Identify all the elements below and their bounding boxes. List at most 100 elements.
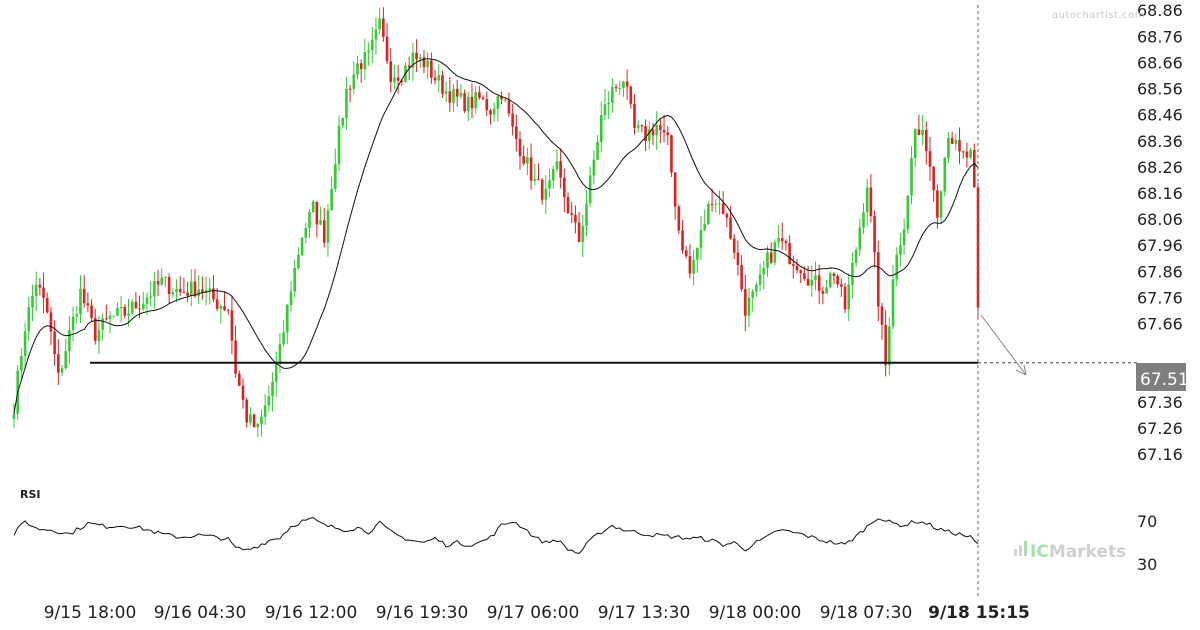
candle-body: [193, 281, 197, 297]
candle-body: [470, 96, 474, 109]
candle-body: [526, 157, 529, 164]
rsi-label: RSI: [20, 488, 41, 501]
current-price-label: 67.51: [1140, 370, 1189, 390]
candle-body: [201, 289, 204, 293]
candle-body: [260, 416, 263, 424]
candle-body: [138, 308, 141, 310]
y-tick-label: 67.96: [1137, 236, 1183, 255]
candle-body: [947, 137, 950, 159]
candle-body: [681, 230, 684, 251]
candle-body: [603, 104, 607, 116]
candle-body: [411, 52, 415, 68]
candle-body: [267, 396, 271, 406]
candle-body: [843, 286, 847, 310]
x-tick-label: 9/18 07:30: [820, 603, 913, 623]
candle-body: [784, 241, 788, 244]
y-tick-label: 68.86: [1137, 1, 1183, 20]
candle-body: [326, 210, 330, 243]
candle-body: [888, 326, 891, 366]
y-tick-label: 68.06: [1137, 210, 1183, 229]
candle-body: [27, 307, 31, 332]
candle-body: [352, 74, 356, 89]
candle-body: [662, 130, 666, 133]
candle-body: [891, 279, 895, 327]
candle-body: [156, 281, 160, 285]
price-tag: 67.51: [1136, 363, 1189, 391]
candle-body: [234, 340, 237, 374]
candle-body: [555, 161, 559, 170]
candle-body: [703, 224, 706, 231]
candle-body: [53, 331, 56, 355]
candle-body: [304, 228, 308, 238]
candle-body: [718, 203, 721, 205]
y-tick-label: 67.26: [1137, 419, 1183, 438]
candle-body: [928, 151, 932, 167]
candle-body: [707, 204, 710, 225]
candle-body: [308, 211, 311, 229]
candle-body: [695, 247, 699, 260]
candle-body: [780, 238, 784, 242]
candle-body: [359, 63, 363, 70]
rsi-axis: 70 30: [1137, 512, 1157, 574]
candle-body: [647, 129, 651, 142]
candle-body: [49, 312, 53, 332]
candle-body: [463, 93, 466, 112]
candle-body: [762, 268, 766, 275]
candle-body: [577, 222, 581, 242]
candle-body: [90, 305, 93, 318]
candle-body: [75, 314, 79, 317]
candle-body: [500, 96, 503, 100]
candle-body: [899, 245, 902, 255]
candle-body: [699, 230, 703, 248]
candle-body: [961, 151, 965, 153]
candle-body: [20, 356, 23, 371]
candle-body: [393, 77, 396, 82]
y-tick-label: 68.76: [1137, 27, 1183, 46]
candle-body: [862, 212, 865, 228]
candle-body: [692, 259, 695, 274]
candle-body: [611, 87, 614, 103]
candle-body: [378, 18, 381, 30]
candle-body: [226, 310, 230, 312]
candle-body: [164, 276, 167, 278]
x-tick-label: 9/16 04:30: [154, 603, 247, 623]
x-tick-label: 9/18 00:00: [709, 603, 802, 623]
candle-body: [315, 201, 319, 225]
candle-body: [134, 301, 138, 309]
candle-body: [116, 308, 119, 316]
candle-body: [256, 423, 260, 428]
candle-body: [566, 197, 570, 214]
candle-body: [23, 331, 27, 357]
candle-body: [330, 188, 333, 211]
candle-body: [97, 329, 101, 341]
candle-body: [12, 413, 16, 419]
candle-body: [614, 87, 618, 89]
candle-body: [430, 60, 433, 78]
candle-body: [736, 252, 740, 265]
candle-body: [965, 151, 969, 158]
candle-body: [141, 303, 145, 310]
candle-body: [503, 99, 507, 101]
candle-body: [522, 156, 526, 164]
candle-body: [101, 318, 104, 330]
candle-body: [252, 414, 256, 428]
candle-body: [865, 187, 869, 213]
candle-body: [640, 125, 644, 127]
candle-body: [274, 363, 278, 382]
candle-body: [407, 65, 411, 68]
candle-body: [112, 315, 116, 317]
candle-body: [319, 220, 322, 225]
candle-body: [921, 130, 924, 136]
candle-body: [400, 80, 404, 82]
candle-body: [45, 298, 49, 313]
candle-body: [322, 220, 326, 243]
candle-body: [607, 102, 610, 105]
y-tick-label: 67.36: [1137, 393, 1183, 412]
candle-body: [758, 274, 762, 285]
candle-body: [367, 50, 370, 53]
candle-body: [725, 214, 729, 218]
candle-body: [385, 36, 389, 62]
candle-body: [31, 295, 34, 308]
candle-body: [803, 273, 806, 279]
candle-body: [810, 279, 814, 286]
